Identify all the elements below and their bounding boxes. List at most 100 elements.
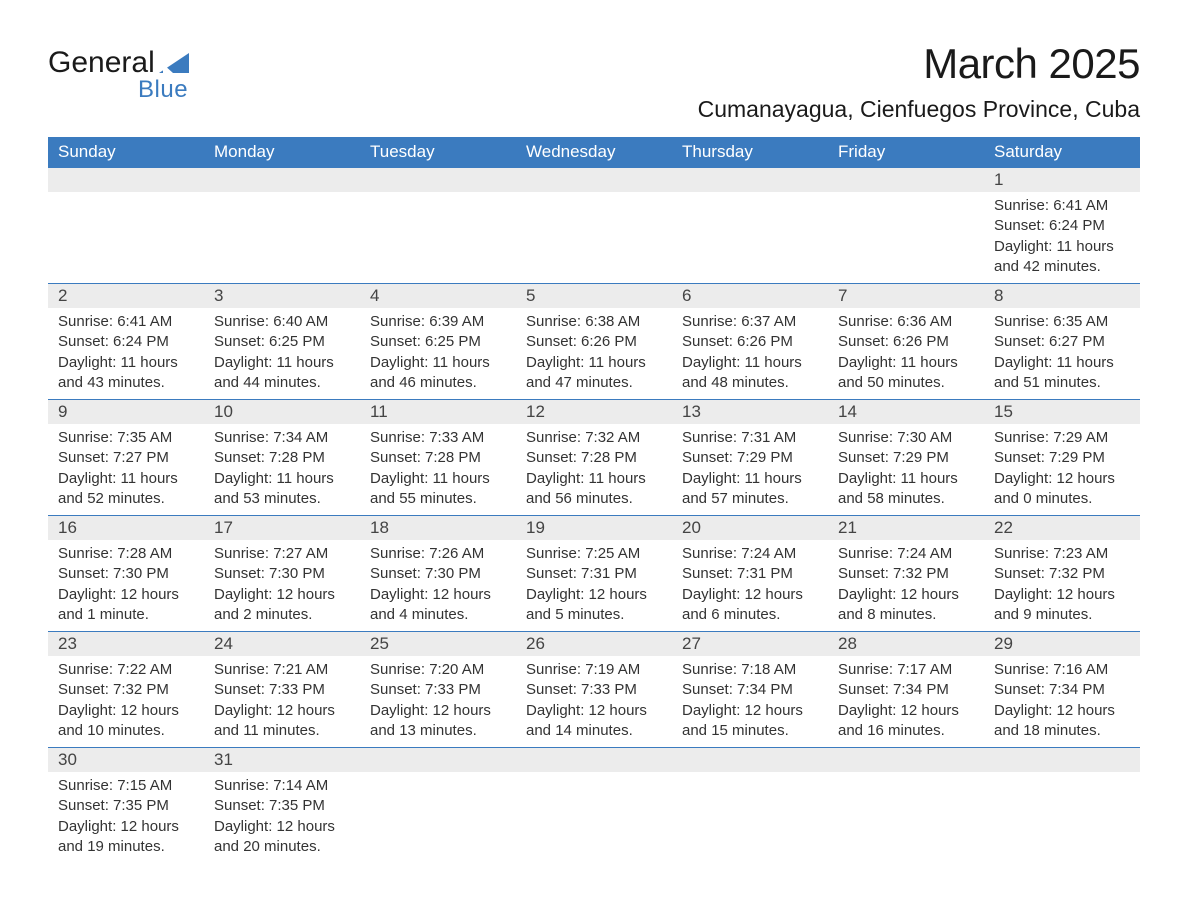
day-data-cell: Sunrise: 7:27 AMSunset: 7:30 PMDaylight:… bbox=[204, 540, 360, 632]
sunrise-text: Sunrise: 6:37 AM bbox=[682, 312, 818, 332]
daylight1-text: Daylight: 12 hours bbox=[214, 817, 350, 837]
day-number-cell: 12 bbox=[516, 400, 672, 425]
month-title: March 2025 bbox=[698, 40, 1140, 88]
sunset-text: Sunset: 7:30 PM bbox=[214, 564, 350, 584]
day-number: 30 bbox=[58, 750, 77, 769]
daylight1-text: Daylight: 12 hours bbox=[682, 701, 818, 721]
sunset-text: Sunset: 7:27 PM bbox=[58, 448, 194, 468]
daylight1-text: Daylight: 11 hours bbox=[526, 469, 662, 489]
sunrise-text: Sunrise: 6:36 AM bbox=[838, 312, 974, 332]
day-data-cell bbox=[984, 772, 1140, 863]
sunset-text: Sunset: 7:33 PM bbox=[526, 680, 662, 700]
day-number: 22 bbox=[994, 518, 1013, 537]
daylight1-text: Daylight: 12 hours bbox=[994, 469, 1130, 489]
day-number-cell: 28 bbox=[828, 632, 984, 657]
day-number-cell: 29 bbox=[984, 632, 1140, 657]
daylight1-text: Daylight: 11 hours bbox=[58, 353, 194, 373]
sunrise-text: Sunrise: 7:21 AM bbox=[214, 660, 350, 680]
sunset-text: Sunset: 7:32 PM bbox=[838, 564, 974, 584]
day-number: 2 bbox=[58, 286, 67, 305]
day-number: 11 bbox=[370, 402, 388, 421]
sunset-text: Sunset: 7:35 PM bbox=[58, 796, 194, 816]
day-number: 6 bbox=[682, 286, 691, 305]
day-data-cell: Sunrise: 7:33 AMSunset: 7:28 PMDaylight:… bbox=[360, 424, 516, 516]
daylight2-text: and 2 minutes. bbox=[214, 605, 350, 625]
daylight2-text: and 53 minutes. bbox=[214, 489, 350, 509]
day-number: 16 bbox=[58, 518, 77, 537]
day-number-cell: 26 bbox=[516, 632, 672, 657]
sunrise-text: Sunrise: 7:16 AM bbox=[994, 660, 1130, 680]
day-number-cell: 30 bbox=[48, 748, 204, 773]
sunrise-text: Sunrise: 7:17 AM bbox=[838, 660, 974, 680]
day-data-cell: Sunrise: 7:26 AMSunset: 7:30 PMDaylight:… bbox=[360, 540, 516, 632]
day-number: 20 bbox=[682, 518, 701, 537]
daylight2-text: and 1 minute. bbox=[58, 605, 194, 625]
daylight1-text: Daylight: 12 hours bbox=[58, 701, 194, 721]
calendar-body: 1 Sunrise: 6:41 AMSunset: 6:24 PMDayligh… bbox=[48, 168, 1140, 864]
sunrise-text: Sunrise: 7:18 AM bbox=[682, 660, 818, 680]
day-data-cell: Sunrise: 7:28 AMSunset: 7:30 PMDaylight:… bbox=[48, 540, 204, 632]
daylight2-text: and 10 minutes. bbox=[58, 721, 194, 741]
day-number: 13 bbox=[682, 402, 701, 421]
day-data-cell: Sunrise: 7:23 AMSunset: 7:32 PMDaylight:… bbox=[984, 540, 1140, 632]
sunrise-text: Sunrise: 7:30 AM bbox=[838, 428, 974, 448]
day-number: 14 bbox=[838, 402, 857, 421]
sunrise-text: Sunrise: 7:20 AM bbox=[370, 660, 506, 680]
daylight2-text: and 55 minutes. bbox=[370, 489, 506, 509]
daylight1-text: Daylight: 12 hours bbox=[838, 701, 974, 721]
sunrise-text: Sunrise: 7:23 AM bbox=[994, 544, 1130, 564]
daylight2-text: and 4 minutes. bbox=[370, 605, 506, 625]
day-number-cell: 3 bbox=[204, 284, 360, 309]
day-data-cell: Sunrise: 7:29 AMSunset: 7:29 PMDaylight:… bbox=[984, 424, 1140, 516]
sunset-text: Sunset: 7:28 PM bbox=[214, 448, 350, 468]
day-number-cell: 14 bbox=[828, 400, 984, 425]
sunset-text: Sunset: 7:31 PM bbox=[682, 564, 818, 584]
day-number: 27 bbox=[682, 634, 701, 653]
location-subtitle: Cumanayagua, Cienfuegos Province, Cuba bbox=[698, 96, 1140, 123]
day-data-cell: Sunrise: 7:22 AMSunset: 7:32 PMDaylight:… bbox=[48, 656, 204, 748]
daylight1-text: Daylight: 12 hours bbox=[214, 585, 350, 605]
daylight1-text: Daylight: 11 hours bbox=[682, 469, 818, 489]
day-number-cell: 5 bbox=[516, 284, 672, 309]
daylight1-text: Daylight: 11 hours bbox=[214, 469, 350, 489]
day-data-row: Sunrise: 6:41 AMSunset: 6:24 PMDaylight:… bbox=[48, 308, 1140, 400]
sunset-text: Sunset: 6:25 PM bbox=[370, 332, 506, 352]
sunset-text: Sunset: 6:25 PM bbox=[214, 332, 350, 352]
daylight2-text: and 48 minutes. bbox=[682, 373, 818, 393]
weekday-header: Friday bbox=[828, 137, 984, 168]
day-number-cell: 9 bbox=[48, 400, 204, 425]
day-data-cell bbox=[828, 772, 984, 863]
sunset-text: Sunset: 6:26 PM bbox=[838, 332, 974, 352]
weekday-header: Tuesday bbox=[360, 137, 516, 168]
day-number: 26 bbox=[526, 634, 545, 653]
day-data-cell: Sunrise: 6:40 AMSunset: 6:25 PMDaylight:… bbox=[204, 308, 360, 400]
daylight1-text: Daylight: 12 hours bbox=[838, 585, 974, 605]
sunset-text: Sunset: 7:34 PM bbox=[838, 680, 974, 700]
day-number-cell bbox=[828, 748, 984, 773]
sunset-text: Sunset: 6:26 PM bbox=[526, 332, 662, 352]
sunset-text: Sunset: 7:35 PM bbox=[214, 796, 350, 816]
daylight2-text: and 9 minutes. bbox=[994, 605, 1130, 625]
day-number-cell: 6 bbox=[672, 284, 828, 309]
day-number-cell: 13 bbox=[672, 400, 828, 425]
sunset-text: Sunset: 7:30 PM bbox=[58, 564, 194, 584]
daylight2-text: and 47 minutes. bbox=[526, 373, 662, 393]
sunset-text: Sunset: 7:33 PM bbox=[370, 680, 506, 700]
day-number: 1 bbox=[994, 170, 1003, 189]
day-data-cell bbox=[672, 192, 828, 284]
daylight1-text: Daylight: 11 hours bbox=[370, 353, 506, 373]
sunrise-text: Sunrise: 7:35 AM bbox=[58, 428, 194, 448]
day-number-cell bbox=[360, 748, 516, 773]
sunset-text: Sunset: 6:24 PM bbox=[58, 332, 194, 352]
day-data-cell: Sunrise: 7:30 AMSunset: 7:29 PMDaylight:… bbox=[828, 424, 984, 516]
sunset-text: Sunset: 7:29 PM bbox=[838, 448, 974, 468]
sunrise-text: Sunrise: 6:40 AM bbox=[214, 312, 350, 332]
day-data-row: Sunrise: 7:28 AMSunset: 7:30 PMDaylight:… bbox=[48, 540, 1140, 632]
sunrise-text: Sunrise: 6:35 AM bbox=[994, 312, 1130, 332]
daylight2-text: and 6 minutes. bbox=[682, 605, 818, 625]
day-data-row: Sunrise: 7:22 AMSunset: 7:32 PMDaylight:… bbox=[48, 656, 1140, 748]
day-number-cell: 2 bbox=[48, 284, 204, 309]
day-number-cell: 27 bbox=[672, 632, 828, 657]
day-number-cell: 1 bbox=[984, 168, 1140, 193]
sunrise-text: Sunrise: 7:26 AM bbox=[370, 544, 506, 564]
